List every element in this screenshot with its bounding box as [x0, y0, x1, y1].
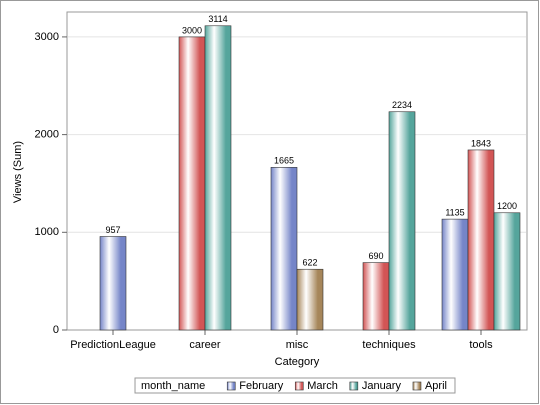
data-label: 690 [368, 251, 383, 261]
data-label: 3000 [182, 25, 202, 35]
x-axis-label: Category [275, 356, 320, 368]
bar [270, 167, 298, 331]
y-tick-label: 1000 [35, 226, 59, 238]
data-label: 1665 [274, 156, 294, 166]
y-axis-label: Views (Sum) [12, 141, 24, 203]
legend-swatch [349, 381, 359, 391]
y-tick-label: 3000 [35, 31, 59, 43]
bar [178, 36, 206, 331]
data-label: 2234 [392, 100, 412, 110]
x-tick-label: techniques [362, 339, 416, 351]
bar [467, 149, 495, 331]
y-tick-label: 2000 [35, 129, 59, 141]
data-label: 1135 [445, 207, 464, 217]
data-label: 1843 [471, 138, 491, 148]
data-label: 622 [302, 258, 317, 268]
bar [441, 218, 469, 331]
x-tick-label: tools [469, 339, 493, 351]
x-tick-label: career [189, 339, 221, 351]
legend-swatch [412, 381, 422, 391]
x-tick-label: PredictionLeague [70, 339, 156, 351]
x-tick-label: misc [286, 339, 309, 351]
bar [204, 25, 232, 331]
bar [362, 262, 390, 331]
data-label: 957 [105, 225, 120, 235]
legend-label: April [425, 380, 447, 392]
legend-label: February [239, 380, 284, 392]
legend-label: March [307, 380, 338, 392]
bar [99, 236, 127, 331]
legend-label: January [362, 380, 402, 392]
legend-swatch [294, 381, 304, 391]
legend-swatch [226, 381, 236, 391]
data-label: 1200 [497, 201, 517, 211]
bar [493, 212, 521, 331]
y-tick-label: 0 [53, 324, 59, 336]
bar [388, 111, 416, 331]
data-label: 3114 [208, 14, 227, 24]
legend-title: month_name [141, 380, 205, 392]
bar [296, 268, 324, 331]
